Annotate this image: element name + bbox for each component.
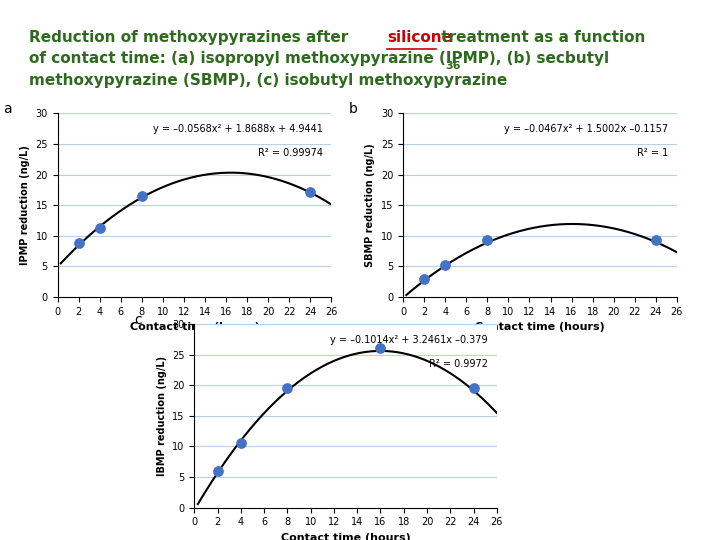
Y-axis label: SBMP reduction (ng/L): SBMP reduction (ng/L) [366,143,375,267]
Text: methoxypyrazine (SBMP), (c) isobutyl methoxypyrazine: methoxypyrazine (SBMP), (c) isobutyl met… [29,73,507,88]
Point [73,239,84,247]
X-axis label: Contact time (hours): Contact time (hours) [130,322,259,332]
Point [439,260,451,269]
Point [482,236,493,245]
Point [650,236,662,245]
Point [418,275,430,284]
Point [282,384,293,393]
Text: R² = 0.9972: R² = 0.9972 [428,359,487,369]
Point [468,384,480,393]
Text: 36: 36 [445,61,461,71]
Text: Reduction of methoxypyrazines after: Reduction of methoxypyrazines after [29,30,354,45]
Point [305,187,316,196]
Text: silicone: silicone [387,30,452,45]
Y-axis label: IBMP reduction (ng/L): IBMP reduction (ng/L) [157,356,166,476]
Point [374,344,386,353]
Text: of contact time: (a) isopropyl methoxypyrazine (IPMP), (b) secbutyl: of contact time: (a) isopropyl methoxypy… [29,51,609,66]
Text: y = –0.0467x² + 1.5002x –0.1157: y = –0.0467x² + 1.5002x –0.1157 [505,124,669,134]
Text: a: a [3,103,12,117]
Point [94,224,105,232]
Point [235,439,247,448]
Text: y = –0.1014x² + 3.2461x –0.379: y = –0.1014x² + 3.2461x –0.379 [330,335,487,345]
Point [136,192,148,200]
Text: c: c [134,313,142,327]
X-axis label: Contact time (hours): Contact time (hours) [281,533,410,540]
Text: y = –0.0568x² + 1.8688x + 4.9441: y = –0.0568x² + 1.8688x + 4.9441 [153,124,323,134]
Text: R² = 1: R² = 1 [637,148,669,158]
Text: R² = 0.99974: R² = 0.99974 [258,148,323,158]
Y-axis label: IPMP reduction (ng/L): IPMP reduction (ng/L) [20,145,30,265]
X-axis label: Contact time (hours): Contact time (hours) [475,322,605,332]
Text: b: b [348,103,357,117]
Point [212,467,223,475]
Text: treatment as a function: treatment as a function [436,30,646,45]
